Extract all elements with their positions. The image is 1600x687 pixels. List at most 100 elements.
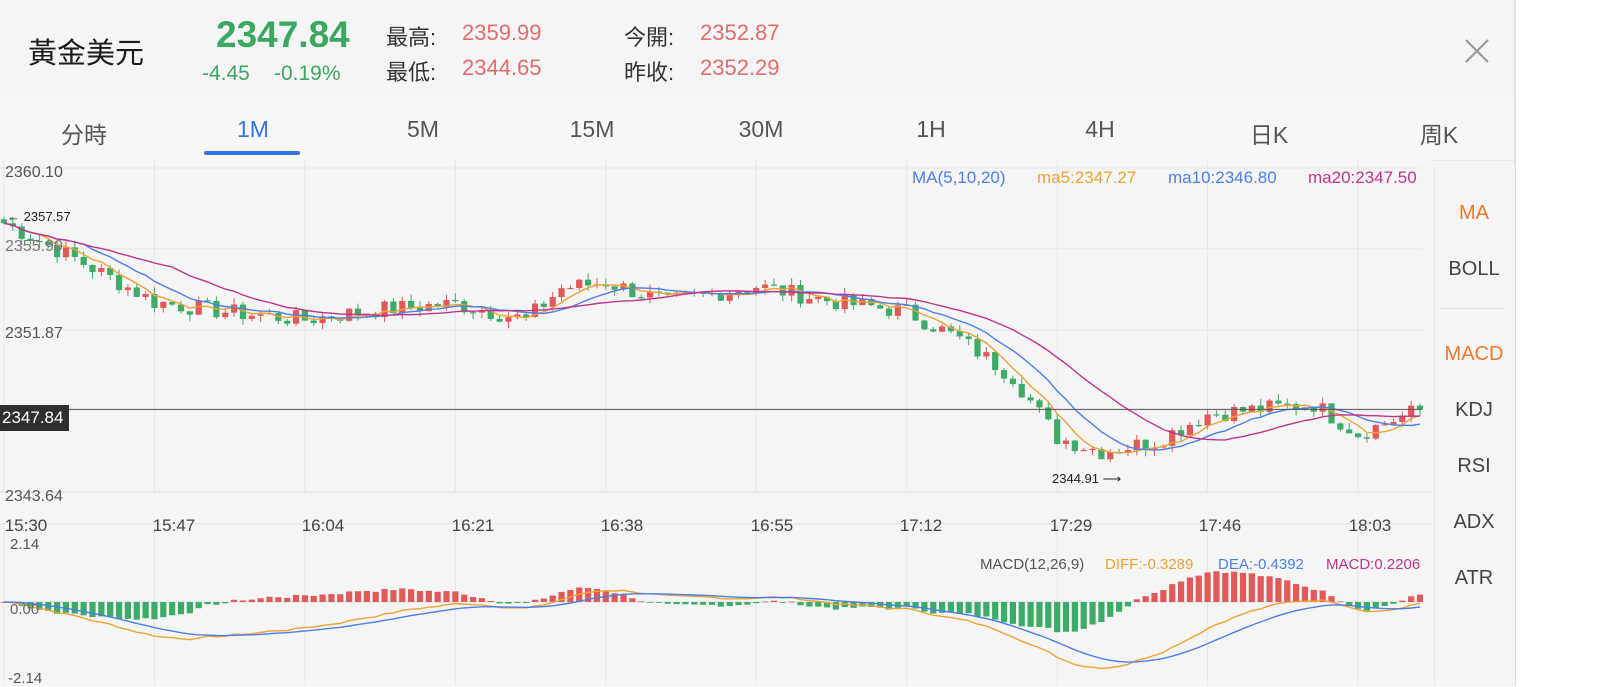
- tab-30m[interactable]: 30M: [738, 116, 784, 142]
- tab-1h[interactable]: 1H: [916, 116, 946, 142]
- low-marker-value: 2344.91: [1052, 471, 1099, 486]
- macd-bar: [1133, 599, 1140, 602]
- macd-bar: [1080, 602, 1087, 629]
- indicator-ma[interactable]: MA: [1459, 202, 1489, 224]
- candle: [1142, 439, 1149, 450]
- low-marker: 2344.91 ⟶: [1052, 471, 1122, 486]
- tab-weekly[interactable]: 周K: [1419, 122, 1459, 148]
- tab-1m[interactable]: 1M: [237, 116, 269, 142]
- macd-bar: [806, 602, 813, 607]
- macd-bar: [1284, 580, 1291, 602]
- macd-bar: [779, 602, 786, 603]
- macd-bar: [337, 594, 344, 602]
- candle: [885, 308, 893, 316]
- candle: [284, 320, 291, 324]
- macd-bar: [912, 602, 919, 609]
- macd-bar: [1266, 576, 1273, 602]
- macd-bar: [195, 602, 202, 609]
- macd-bar: [98, 602, 105, 617]
- macd-bar: [222, 602, 229, 604]
- prev-close-value: 2352.29: [700, 55, 780, 80]
- candle: [735, 291, 742, 294]
- indicator-rsi[interactable]: RSI: [1457, 455, 1491, 477]
- macd-bar: [1275, 578, 1282, 602]
- macd-bar: [461, 594, 468, 602]
- tab-intraday[interactable]: 分時: [61, 122, 107, 148]
- y-axis-max-label: 2360.10: [5, 164, 63, 181]
- macd-bar: [1107, 602, 1114, 617]
- candle: [585, 279, 592, 286]
- x-axis-label: 18:03: [1348, 516, 1392, 535]
- candle: [1133, 439, 1140, 451]
- last-price: 2347.84: [216, 14, 350, 55]
- candle: [1257, 405, 1264, 412]
- candle: [257, 314, 264, 316]
- candle: [1222, 414, 1229, 422]
- candle: [151, 293, 158, 308]
- macd-bar: [169, 602, 176, 616]
- candle: [54, 245, 61, 258]
- timeframe-tabbar: [0, 98, 1514, 161]
- macd-bar: [160, 602, 167, 618]
- candle: [1062, 440, 1070, 444]
- macd-bar: [1381, 602, 1388, 606]
- tab-5m[interactable]: 5M: [407, 116, 439, 142]
- tab-4h[interactable]: 4H: [1085, 116, 1115, 142]
- macd-bar: [549, 595, 556, 602]
- indicator-boll[interactable]: BOLL: [1448, 258, 1500, 280]
- candle: [496, 318, 503, 322]
- macd-bar: [319, 594, 326, 602]
- macd-bar: [726, 602, 733, 607]
- macd-bar: [115, 602, 123, 620]
- macd-bar: [735, 602, 742, 606]
- active-tab-indicator: [204, 151, 300, 155]
- macd-bar: [1160, 590, 1167, 602]
- indicator-kdj[interactable]: KDJ: [1455, 399, 1493, 421]
- open-label: 今開:: [624, 25, 675, 50]
- macd-bar: [1213, 571, 1220, 602]
- candle: [62, 247, 70, 258]
- indicator-atr[interactable]: ATR: [1454, 567, 1494, 589]
- macd-bar: [71, 602, 78, 614]
- candle: [576, 279, 583, 288]
- candle: [779, 285, 786, 296]
- candle: [611, 286, 618, 290]
- macd-bar: [620, 594, 627, 602]
- indicator-macd[interactable]: MACD: [1444, 343, 1504, 365]
- macd-bar: [877, 602, 884, 608]
- indicator-adx[interactable]: ADX: [1453, 511, 1495, 533]
- candle: [1408, 405, 1415, 416]
- ma10-value: ma10:2346.80: [1168, 168, 1277, 187]
- close-icon: [1465, 39, 1489, 63]
- candle: [399, 300, 406, 314]
- ma5-value: ma5:2347.27: [1037, 168, 1137, 187]
- macd-bar: [266, 596, 273, 602]
- tab-15m[interactable]: 15M: [569, 116, 615, 142]
- y-axis-mid2-label: 2351.87: [5, 325, 63, 342]
- candle: [505, 317, 512, 322]
- candle: [815, 296, 822, 300]
- macd-bar: [1000, 602, 1008, 623]
- panel-edge: [1514, 0, 1516, 686]
- candle: [45, 241, 52, 246]
- tab-daily[interactable]: 日K: [1249, 122, 1289, 148]
- macd-bar: [27, 602, 34, 609]
- chart-canvas[interactable]: [0, 160, 1432, 686]
- close-button[interactable]: [1460, 34, 1494, 68]
- candle: [558, 288, 565, 298]
- candle: [1036, 400, 1043, 408]
- macd-bar: [275, 597, 282, 602]
- macd-bar: [903, 602, 910, 607]
- macd-bar: [1337, 601, 1344, 603]
- open-value: 2352.87: [700, 20, 780, 45]
- macd-bar: [390, 590, 397, 602]
- price-change: -4.45: [202, 62, 250, 85]
- macd-y-max-label: 2.14: [10, 536, 40, 553]
- macd-bar: [133, 602, 140, 620]
- x-axis-label: 15:47: [152, 516, 196, 535]
- high-label: 最高:: [386, 25, 437, 50]
- macd-bar: [1319, 590, 1326, 602]
- instrument-title: 黃金美元: [28, 38, 145, 70]
- macd-bar: [363, 591, 370, 602]
- indicator-divider: [1440, 308, 1504, 309]
